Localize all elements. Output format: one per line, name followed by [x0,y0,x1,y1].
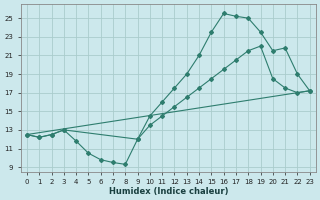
X-axis label: Humidex (Indice chaleur): Humidex (Indice chaleur) [108,187,228,196]
